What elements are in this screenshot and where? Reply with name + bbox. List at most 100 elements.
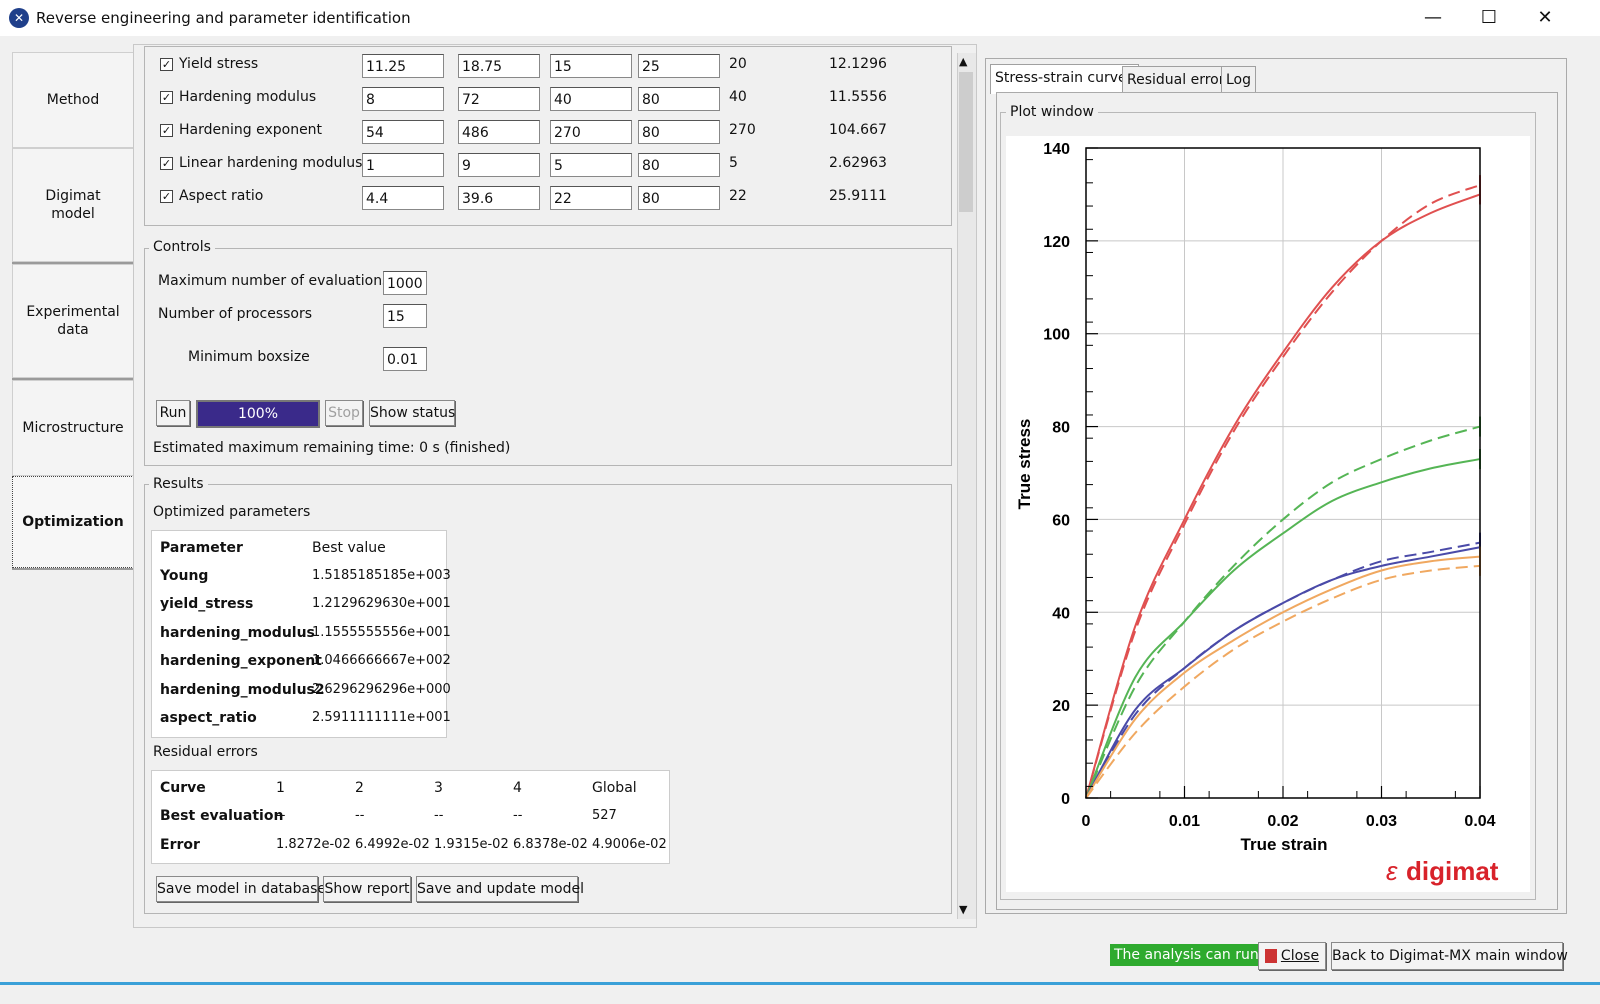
residual-cell: --: [355, 808, 365, 823]
show-report-button[interactable]: Show report: [323, 876, 411, 902]
param-input-1[interactable]: 4.4: [362, 186, 444, 210]
tab-stress-strain-curves[interactable]: Stress-strain curves: [990, 64, 1139, 94]
param-name: Hardening exponent: [179, 122, 323, 138]
param-input-4[interactable]: 80: [638, 120, 720, 144]
y-tick-label: 80: [1052, 420, 1070, 437]
svg-text:ε: ε: [1386, 856, 1398, 886]
param-checkbox[interactable]: ✓: [160, 190, 173, 203]
nav-method[interactable]: Method: [12, 52, 134, 148]
param-result: 104.667: [829, 122, 887, 138]
close-button-label: Close: [1280, 948, 1320, 964]
param-input-1[interactable]: 1: [362, 153, 444, 177]
param-name-cell: aspect_ratio: [160, 710, 257, 726]
remaining-time-text: Estimated maximum remaining time: 0 s (f…: [153, 440, 511, 456]
close-window-icon[interactable]: ✕: [1537, 7, 1553, 28]
save-update-model-button[interactable]: Save and update model: [416, 876, 584, 902]
param-header: Parameter: [160, 540, 243, 556]
param-initial: 270: [729, 122, 756, 138]
y-tick-label: 100: [1043, 327, 1070, 344]
param-input-2[interactable]: 486: [458, 120, 540, 144]
run-button[interactable]: Run: [156, 400, 190, 426]
param-input-3[interactable]: 5: [550, 153, 632, 177]
x-logo-icon: ✕: [9, 8, 29, 28]
param-input-2[interactable]: 18.75: [458, 54, 540, 78]
x-tick-label: 0: [1082, 813, 1091, 830]
param-name: Yield stress: [179, 56, 259, 72]
brand-text: digimat: [1406, 856, 1499, 886]
close-button[interactable]: Close: [1258, 942, 1326, 970]
param-name-cell: hardening_modulus: [160, 624, 315, 641]
analysis-status-badge: The analysis can run.: [1110, 944, 1268, 966]
param-input-1[interactable]: 8: [362, 87, 444, 111]
controls-title: Controls: [149, 239, 215, 255]
residual-cell: --: [513, 808, 523, 823]
processors-input[interactable]: 15: [383, 304, 427, 328]
max-evaluations-input[interactable]: 1000: [383, 271, 427, 295]
param-input-1[interactable]: 11.25: [362, 54, 444, 78]
save-model-database-button[interactable]: Save model in database: [156, 876, 326, 902]
y-tick-label: 120: [1043, 234, 1070, 251]
back-to-main-button[interactable]: Back to Digimat-MX main window: [1331, 942, 1568, 970]
nav-optimization[interactable]: Optimization: [12, 476, 134, 568]
param-input-4[interactable]: 80: [638, 87, 720, 111]
param-result: 11.5556: [829, 89, 887, 105]
scroll-down-icon[interactable]: ▼: [959, 903, 968, 916]
residual-header-cell: 3: [434, 780, 443, 796]
param-input-1[interactable]: 54: [362, 120, 444, 144]
residual-cell: --: [434, 808, 444, 823]
plot-window-group: [1000, 112, 1536, 900]
minimize-icon[interactable]: —: [1424, 7, 1442, 28]
residual-header-cell: 1: [276, 780, 285, 796]
param-value-cell: 1.2129629630e+001: [312, 596, 451, 612]
vertical-scrollbar[interactable]: [957, 53, 976, 919]
residual-cell: 1.9315e-02: [434, 837, 509, 852]
param-input-3[interactable]: 22: [550, 186, 632, 210]
param-input-3[interactable]: 15: [550, 54, 632, 78]
tab-log[interactable]: Log: [1221, 66, 1257, 93]
param-checkbox[interactable]: ✓: [160, 157, 173, 170]
scrollbar-thumb[interactable]: [959, 72, 973, 212]
y-tick-label: 0: [1061, 791, 1070, 808]
param-input-2[interactable]: 9: [458, 153, 540, 177]
optimized-parameters-table: [151, 530, 447, 738]
y-tick-label: 140: [1043, 141, 1070, 158]
nav-experimental-data[interactable]: Experimental data: [12, 264, 134, 378]
param-checkbox[interactable]: ✓: [160, 91, 173, 104]
param-input-3[interactable]: 270: [550, 120, 632, 144]
stop-button[interactable]: Stop: [325, 400, 363, 426]
residual-cell: Best evaluation: [160, 808, 284, 824]
param-input-4[interactable]: 25: [638, 54, 720, 78]
param-value-cell: 2.5911111111e+001: [312, 710, 451, 725]
param-input-3[interactable]: 40: [550, 87, 632, 111]
parameter-group: [144, 46, 952, 226]
param-input-2[interactable]: 39.6: [458, 186, 540, 210]
residual-cell: 527: [592, 808, 617, 823]
residual-cell: 1.8272e-02: [276, 837, 351, 852]
param-input-4[interactable]: 80: [638, 186, 720, 210]
series-line: [1085, 458, 1481, 799]
scroll-up-icon[interactable]: ▲: [959, 55, 968, 68]
series-line: [1085, 193, 1481, 799]
series-line: [1085, 425, 1481, 799]
residual-errors-table: [151, 770, 670, 864]
param-value-cell: 1.1555555556e+001: [312, 624, 451, 640]
show-status-button[interactable]: Show status: [369, 400, 455, 426]
boxsize-input[interactable]: 0.01: [383, 347, 427, 371]
maximize-icon[interactable]: ☐: [1480, 7, 1498, 28]
controls-group: [144, 248, 952, 466]
close-door-icon: [1264, 949, 1277, 963]
nav-microstructure[interactable]: Microstructure: [12, 380, 134, 476]
param-initial: 40: [729, 89, 747, 105]
param-input-2[interactable]: 72: [458, 87, 540, 111]
series-line: [1085, 541, 1481, 799]
param-name: Linear hardening modulus: [179, 155, 363, 171]
progress-bar: 100%: [196, 400, 320, 428]
param-initial: 20: [729, 56, 747, 72]
param-checkbox[interactable]: ✓: [160, 124, 173, 137]
tab-residual-error[interactable]: Residual error: [1122, 66, 1230, 93]
param-input-4[interactable]: 80: [638, 153, 720, 177]
nav-digimat-model[interactable]: Digimat model: [12, 148, 134, 262]
residual-cell: 4.9006e-02: [592, 837, 667, 852]
bottom-edge: [0, 982, 1600, 985]
param-checkbox[interactable]: ✓: [160, 58, 173, 71]
